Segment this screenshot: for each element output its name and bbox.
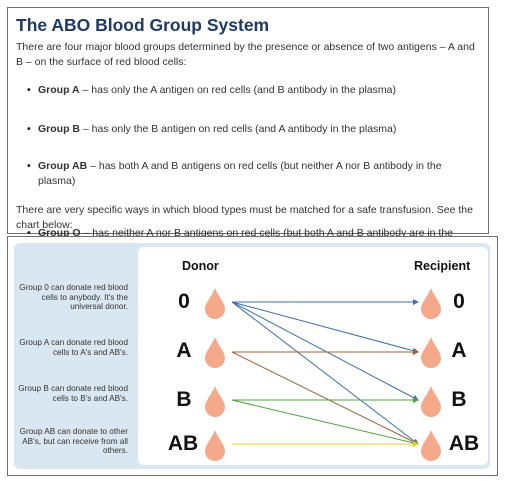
blood-drop-icon	[205, 430, 225, 461]
transfusion-arrows	[231, 299, 419, 447]
recipient-label-ab: AB	[448, 432, 480, 455]
group-description: – has both A and B antigens on red cells…	[38, 160, 442, 187]
note-group-a: Group A can donate red blood cells to A'…	[19, 338, 128, 357]
blood-drop-icon	[205, 386, 225, 417]
list-item: Group B – has only the B antigen on red …	[26, 122, 476, 137]
intro-text: There are four major blood groups determ…	[16, 41, 475, 68]
group-name: Group AB	[38, 160, 88, 172]
arrow-a-to-ab	[231, 351, 419, 445]
compatibility-chart: Group 0 can donate red blood cells to an…	[7, 236, 498, 476]
recipient-header: Recipient	[414, 259, 471, 273]
arrow-b-to-ab	[231, 399, 419, 446]
group-name: Group A	[38, 84, 80, 96]
blood-drop-icon	[421, 386, 441, 417]
note-group-ab: Group AB can donate to other AB's, but c…	[19, 427, 128, 456]
diagram-area: Donor Recipient 0 A B AB 0 A B AB	[138, 247, 488, 465]
group-description: – has only the B antigen on red cells (a…	[80, 122, 397, 135]
blood-group-list: Group A – has only the A antigen on red …	[26, 83, 476, 254]
donor-label-0: 0	[178, 290, 190, 313]
list-item: Group AB – has both A and B antigens on …	[26, 159, 476, 188]
blood-drop-icon	[421, 430, 441, 461]
group-name: Group B	[38, 122, 80, 135]
list-item: Group A – has only the A antigen on red …	[26, 83, 476, 98]
donor-label-b: B	[176, 388, 192, 411]
group-description: – has only the A antigen on red cells (a…	[79, 84, 396, 96]
arrow-0-to-a	[231, 301, 419, 354]
arrow-0-to-ab	[231, 301, 419, 445]
recipient-label-a: A	[451, 339, 467, 362]
recipient-label-b: B	[451, 388, 467, 411]
blood-drop-icon	[205, 288, 225, 319]
outro-text: There are very specific ways in which bl…	[16, 204, 473, 231]
chart-panel: Group 0 can donate red blood cells to an…	[14, 243, 490, 469]
article-box: The ABO Blood Group System There are fou…	[7, 7, 489, 254]
donor-header: Donor	[182, 259, 219, 273]
blood-drop-icon	[421, 337, 441, 368]
donor-label-a: A	[176, 339, 192, 362]
note-group-b: Group B can donate red blood cells to B'…	[18, 384, 128, 403]
note-group-0: Group 0 can donate red blood cells to an…	[19, 283, 128, 312]
blood-drop-icon	[421, 288, 441, 319]
blood-drop-icon	[205, 337, 225, 368]
page-title: The ABO Blood Group System	[16, 15, 270, 35]
recipient-label-0: 0	[453, 290, 465, 313]
arrow-0-to-b	[231, 301, 419, 401]
donor-label-ab: AB	[167, 432, 199, 455]
